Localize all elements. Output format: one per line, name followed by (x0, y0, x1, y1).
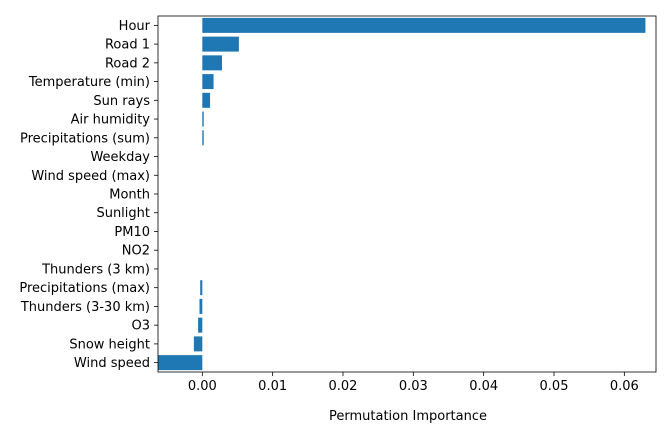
bar (200, 280, 203, 296)
x-tick-label: 0.01 (258, 379, 287, 394)
plot-frame (157, 15, 657, 373)
x-axis-ticks: 0.00 0.01 0.02 0.03 0.04 0.05 0.06 (188, 372, 639, 394)
y-tick-label: O3 (131, 319, 150, 334)
x-tick-label: 0.04 (469, 379, 498, 394)
y-tick-label: Snow height (69, 337, 150, 352)
x-axis-title: Permutation Importance (329, 409, 487, 424)
y-tick-label: PM10 (114, 225, 150, 240)
bar (202, 92, 211, 108)
y-tick-label: Hour (119, 19, 151, 34)
y-axis-ticks: Hour Road 1 Road 2 Temperature (min) Sun ray… (19, 19, 158, 371)
y-tick-label: Precipitations (max) (19, 281, 150, 296)
axes-layer (157, 15, 657, 373)
bar (202, 74, 214, 90)
x-tick-label: 0.02 (329, 379, 358, 394)
x-tick-label: 0.00 (188, 379, 217, 394)
bar (193, 336, 203, 352)
y-tick-label: Wind speed (74, 356, 150, 371)
bar (158, 355, 203, 371)
bars-layer (158, 17, 646, 371)
y-tick-label: Sun rays (93, 94, 150, 109)
y-tick-label: Wind speed (max) (31, 169, 150, 184)
y-tick-label: Month (109, 188, 150, 203)
y-tick-label: Air humidity (71, 113, 151, 128)
bar (202, 36, 239, 52)
y-tick-label: Road 1 (105, 38, 150, 53)
bar (202, 55, 222, 71)
x-tick-label: 0.03 (399, 379, 428, 394)
y-tick-label: NO2 (122, 244, 150, 259)
bar (202, 111, 204, 127)
x-tick-label: 0.06 (610, 379, 639, 394)
y-tick-label: Road 2 (105, 56, 150, 71)
bar (202, 17, 646, 33)
y-tick-label: Temperature (min) (28, 75, 150, 90)
y-tick-label: Precipitations (sum) (20, 131, 150, 146)
y-tick-label: Thunders (3 km) (41, 262, 150, 277)
bar (202, 130, 204, 146)
bar (198, 317, 203, 333)
y-tick-label: Weekday (90, 150, 150, 165)
bar (199, 298, 203, 314)
x-tick-label: 0.05 (540, 379, 569, 394)
y-tick-label: Sunlight (96, 206, 150, 221)
y-tick-label: Thunders (3-30 km) (20, 300, 150, 315)
